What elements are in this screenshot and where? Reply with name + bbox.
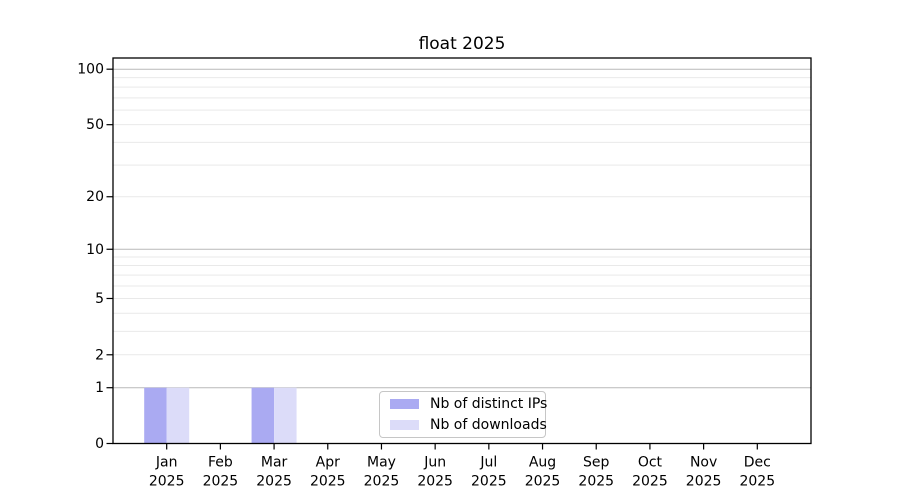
y-tick-label: 2 — [95, 347, 104, 363]
x-tick-label: May — [367, 455, 396, 471]
x-tick-year-label: 2025 — [632, 474, 668, 490]
legend-entry-downloads: Nb of downloads — [390, 417, 547, 434]
x-tick-label: Oct — [638, 455, 663, 471]
x-tick-year-label: 2025 — [471, 474, 507, 490]
x-tick-label: Jul — [479, 455, 497, 471]
x-tick-label: Aug — [529, 455, 556, 471]
y-tick-label: 5 — [95, 291, 104, 307]
y-tick-label: 0 — [95, 436, 104, 452]
x-tick-year-label: 2025 — [310, 474, 346, 490]
plot-frame — [112, 57, 812, 445]
x-tick-label: Sep — [583, 455, 610, 471]
legend-label-downloads: Nb of downloads — [430, 416, 547, 433]
x-tick-year-label: 2025 — [686, 474, 722, 490]
x-tick-label: Nov — [690, 455, 717, 471]
x-tick-year-label: 2025 — [417, 474, 453, 490]
legend-swatch-downloads — [390, 420, 419, 430]
x-tick-label: Mar — [261, 455, 288, 471]
legend-label-distinct-ips: Nb of distinct IPs — [430, 395, 548, 412]
y-tick-label: 20 — [86, 189, 104, 205]
x-tick-year-label: 2025 — [203, 474, 239, 490]
x-tick-year-label: 2025 — [739, 474, 775, 490]
chart-title: float 2025 — [418, 34, 506, 54]
legend-swatch-distinct-ips — [390, 399, 419, 409]
x-tick-year-label: 2025 — [256, 474, 292, 490]
x-tick-year-label: 2025 — [578, 474, 614, 490]
x-tick-label: Jan — [155, 455, 178, 471]
x-tick-year-label: 2025 — [364, 474, 400, 490]
x-tick-year-label: 2025 — [525, 474, 561, 490]
y-tick-label: 100 — [77, 62, 104, 78]
bar-distinct-ips — [251, 387, 275, 444]
x-tick-label: Jun — [423, 455, 446, 471]
x-tick-label: Apr — [316, 455, 340, 471]
bar-distinct-ips — [144, 387, 167, 444]
y-tick-label: 1 — [95, 380, 104, 396]
x-tick-label: Dec — [744, 455, 771, 471]
x-tick-year-label: 2025 — [149, 474, 185, 490]
legend: Nb of distinct IPs Nb of downloads — [379, 391, 547, 438]
x-tick-label: Feb — [208, 455, 233, 471]
bar-downloads — [274, 387, 297, 444]
y-tick-label: 10 — [86, 242, 104, 258]
bar-downloads — [166, 387, 190, 444]
legend-entry-distinct-ips: Nb of distinct IPs — [390, 396, 547, 413]
y-tick-label: 50 — [86, 117, 104, 133]
